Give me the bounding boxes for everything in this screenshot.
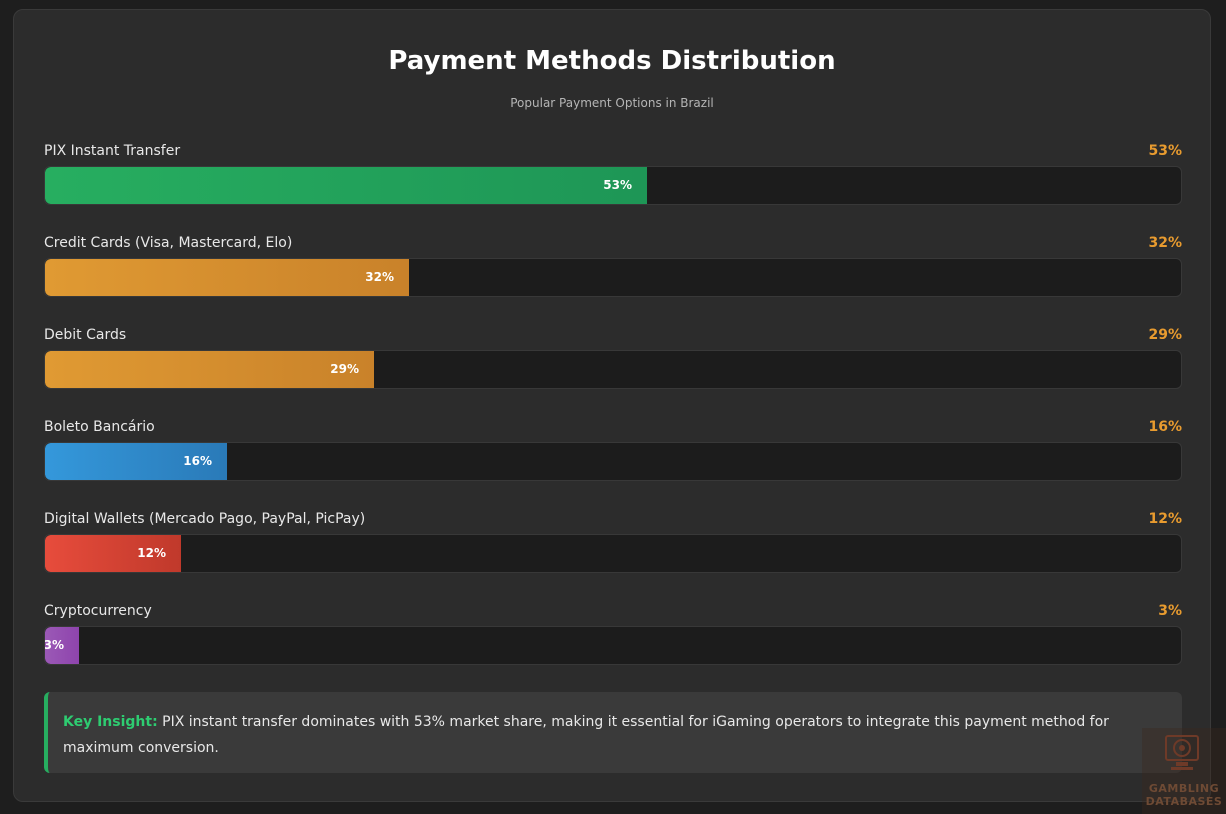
bar-fill: 29%	[45, 351, 374, 388]
bar-fill: 12%	[45, 535, 181, 572]
bar-row: Digital Wallets (Mercado Pago, PayPal, P…	[44, 509, 1182, 601]
logo-line-1: GAMBLING	[1148, 782, 1220, 795]
bar-track: 12%	[44, 534, 1182, 573]
bar-track: 32%	[44, 258, 1182, 297]
key-insight-text: PIX instant transfer dominates with 53% …	[63, 714, 1109, 756]
key-insight-box: Key Insight: PIX instant transfer domina…	[44, 692, 1182, 773]
bar-row: Debit Cards 29% 29%	[44, 325, 1182, 417]
bar-fill-label: 12%	[137, 546, 166, 560]
bar-fill: 32%	[45, 259, 409, 296]
bar-track: 16%	[44, 442, 1182, 481]
bar-track: 53%	[44, 166, 1182, 205]
bar-row: Credit Cards (Visa, Mastercard, Elo) 32% 3…	[44, 233, 1182, 325]
monitor-chip-icon	[1165, 735, 1199, 770]
bar-fill: 3%	[45, 627, 79, 664]
chart-title: Payment Methods Distribution	[388, 46, 836, 76]
bar-row: PIX Instant Transfer 53% 53%	[44, 141, 1182, 233]
bar-fill: 16%	[45, 443, 227, 480]
gambling-databases-logo: GAMBLING DATABASES	[1142, 728, 1226, 814]
logo-line-2: DATABASES	[1145, 795, 1223, 808]
bar-category-label: Credit Cards (Visa, Mastercard, Elo)	[44, 235, 293, 251]
bar-value-label: 29%	[1148, 327, 1182, 343]
bar-fill-label: 53%	[603, 178, 632, 192]
bar-track: 3%	[44, 626, 1182, 665]
logo-wordmark: GAMBLING DATABASES	[1142, 782, 1226, 808]
bar-category-label: Debit Cards	[44, 327, 127, 343]
bar-fill-label: 32%	[365, 270, 394, 284]
bar-category-label: Cryptocurrency	[44, 603, 152, 619]
bar-value-label: 32%	[1148, 235, 1182, 251]
bar-value-label: 16%	[1148, 419, 1182, 435]
bar-fill-label: 16%	[183, 454, 212, 468]
bar-value-label: 53%	[1148, 143, 1182, 159]
bar-fill-label: 29%	[330, 362, 359, 376]
bar-row: Cryptocurrency 3% 3%	[44, 601, 1182, 693]
bar-category-label: PIX Instant Transfer	[44, 143, 181, 159]
bar-value-label: 12%	[1148, 511, 1182, 527]
bar-category-label: Boleto Bancário	[44, 419, 155, 435]
bar-row: Boleto Bancário 16% 16%	[44, 417, 1182, 509]
bar-category-label: Digital Wallets (Mercado Pago, PayPal, P…	[44, 511, 366, 527]
bar-fill: 53%	[45, 167, 647, 204]
bar-track: 29%	[44, 350, 1182, 389]
chart-subtitle: Popular Payment Options in Brazil	[510, 96, 714, 110]
bar-value-label: 3%	[1158, 603, 1182, 619]
key-insight-label: Key Insight:	[63, 714, 158, 730]
bar-fill-label: 3%	[44, 638, 64, 652]
chart-card: Payment Methods Distribution Popular Pay…	[13, 9, 1211, 802]
